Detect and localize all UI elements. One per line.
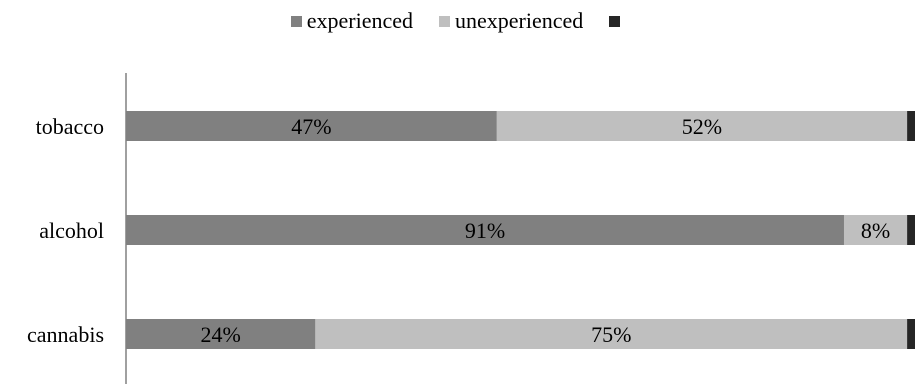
category-label-alcohol: alcohol [39,218,104,243]
bar-tobacco-series-2 [907,111,915,141]
data-label-tobacco-experienced: 47% [291,114,331,139]
legend-label-experienced: experienced [306,8,413,33]
data-label-tobacco-unexperienced: 52% [682,114,722,139]
legend-swatch-third [609,15,621,27]
category-label-cannabis: cannabis [27,322,104,347]
bar-alcohol-unexperienced [843,215,908,245]
legend-item-unexperienced: unexperienced [439,8,583,34]
bar-tobacco-unexperienced [496,111,908,141]
legend-item-experienced: experienced [290,8,413,34]
category-label-tobacco: tobacco [36,114,104,139]
data-label-cannabis-unexperienced: 75% [591,322,631,347]
bar-alcohol-series-2 [907,215,915,245]
bar-alcohol-experienced [126,215,844,245]
bar-cannabis-experienced [126,319,316,349]
legend-swatch-experienced [290,15,302,27]
data-label-alcohol-unexperienced: 8% [861,218,890,243]
legend-swatch-unexperienced [439,15,450,27]
legend-item-third [609,15,625,27]
bar-cannabis-series-2 [907,319,915,349]
legend: experienced unexperienced [0,6,916,36]
bar-tobacco-experienced [126,111,497,141]
bar-cannabis-unexperienced [315,319,908,349]
data-label-cannabis-experienced: 24% [201,322,241,347]
data-label-alcohol-experienced: 91% [465,218,505,243]
legend-label-unexperienced: unexperienced [455,8,584,33]
